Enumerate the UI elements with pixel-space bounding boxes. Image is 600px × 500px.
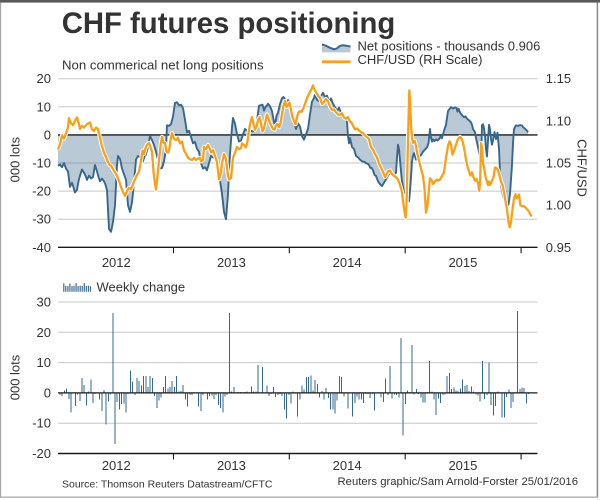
svg-text:1.05: 1.05 [546,156,571,171]
svg-text:0: 0 [44,385,51,400]
svg-text:-20: -20 [32,184,51,199]
svg-text:-10: -10 [32,156,51,171]
svg-text:CHF/USD (RH Scale): CHF/USD (RH Scale) [358,52,483,67]
svg-text:Net positions - thousands 0.90: Net positions - thousands 0.906 [358,38,541,53]
svg-text:Reuters graphic/Sam Arnold-For: Reuters graphic/Sam Arnold-Forster 25/01… [338,476,579,488]
svg-text:000 lots: 000 lots [8,354,23,400]
svg-text:2012: 2012 [102,255,131,270]
svg-text:1.15: 1.15 [546,71,571,86]
svg-text:2013: 2013 [217,458,246,473]
svg-text:Source: Thomson Reuters Datast: Source: Thomson Reuters Datastream/CFTC [62,479,273,491]
svg-text:0.95: 0.95 [546,240,571,255]
svg-text:0: 0 [44,127,51,142]
svg-text:20: 20 [37,71,51,86]
svg-text:20: 20 [37,325,51,340]
svg-text:10: 10 [37,355,51,370]
svg-text:30: 30 [37,295,51,310]
svg-text:1.10: 1.10 [546,113,571,128]
svg-text:Non commerical net long positi: Non commerical net long positions [62,57,264,72]
svg-text:2012: 2012 [102,458,131,473]
svg-text:2014: 2014 [333,458,362,473]
svg-text:-20: -20 [32,446,51,461]
svg-text:Weekly change: Weekly change [97,279,186,294]
svg-text:10: 10 [37,99,51,114]
svg-text:-10: -10 [32,416,51,431]
svg-text:2014: 2014 [333,255,362,270]
svg-text:CHF futures positioning: CHF futures positioning [62,7,396,40]
svg-text:1.00: 1.00 [546,198,571,213]
svg-text:-40: -40 [32,240,51,255]
svg-text:CHF/USD: CHF/USD [575,139,590,197]
svg-text:-30: -30 [32,212,51,227]
svg-text:2015: 2015 [448,255,477,270]
svg-text:2015: 2015 [448,458,477,473]
svg-text:2013: 2013 [217,255,246,270]
svg-text:000 lots: 000 lots [8,136,23,182]
